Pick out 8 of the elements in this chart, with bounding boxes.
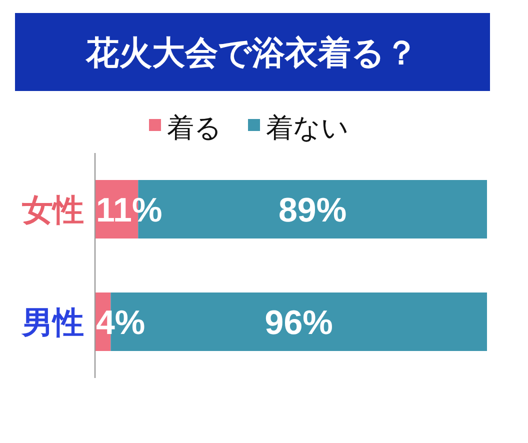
value-label: 96%: [264, 304, 333, 342]
category-label: 女性: [22, 192, 84, 228]
value-label: 89%: [278, 191, 347, 230]
chart-title: 花火大会で浴衣着る？: [85, 34, 418, 71]
title: 花火大会で浴衣着る？: [15, 13, 490, 91]
legend-label: 着る: [167, 113, 222, 143]
category-label: 男性: [22, 304, 84, 340]
legend-label: 着ない: [266, 113, 349, 143]
